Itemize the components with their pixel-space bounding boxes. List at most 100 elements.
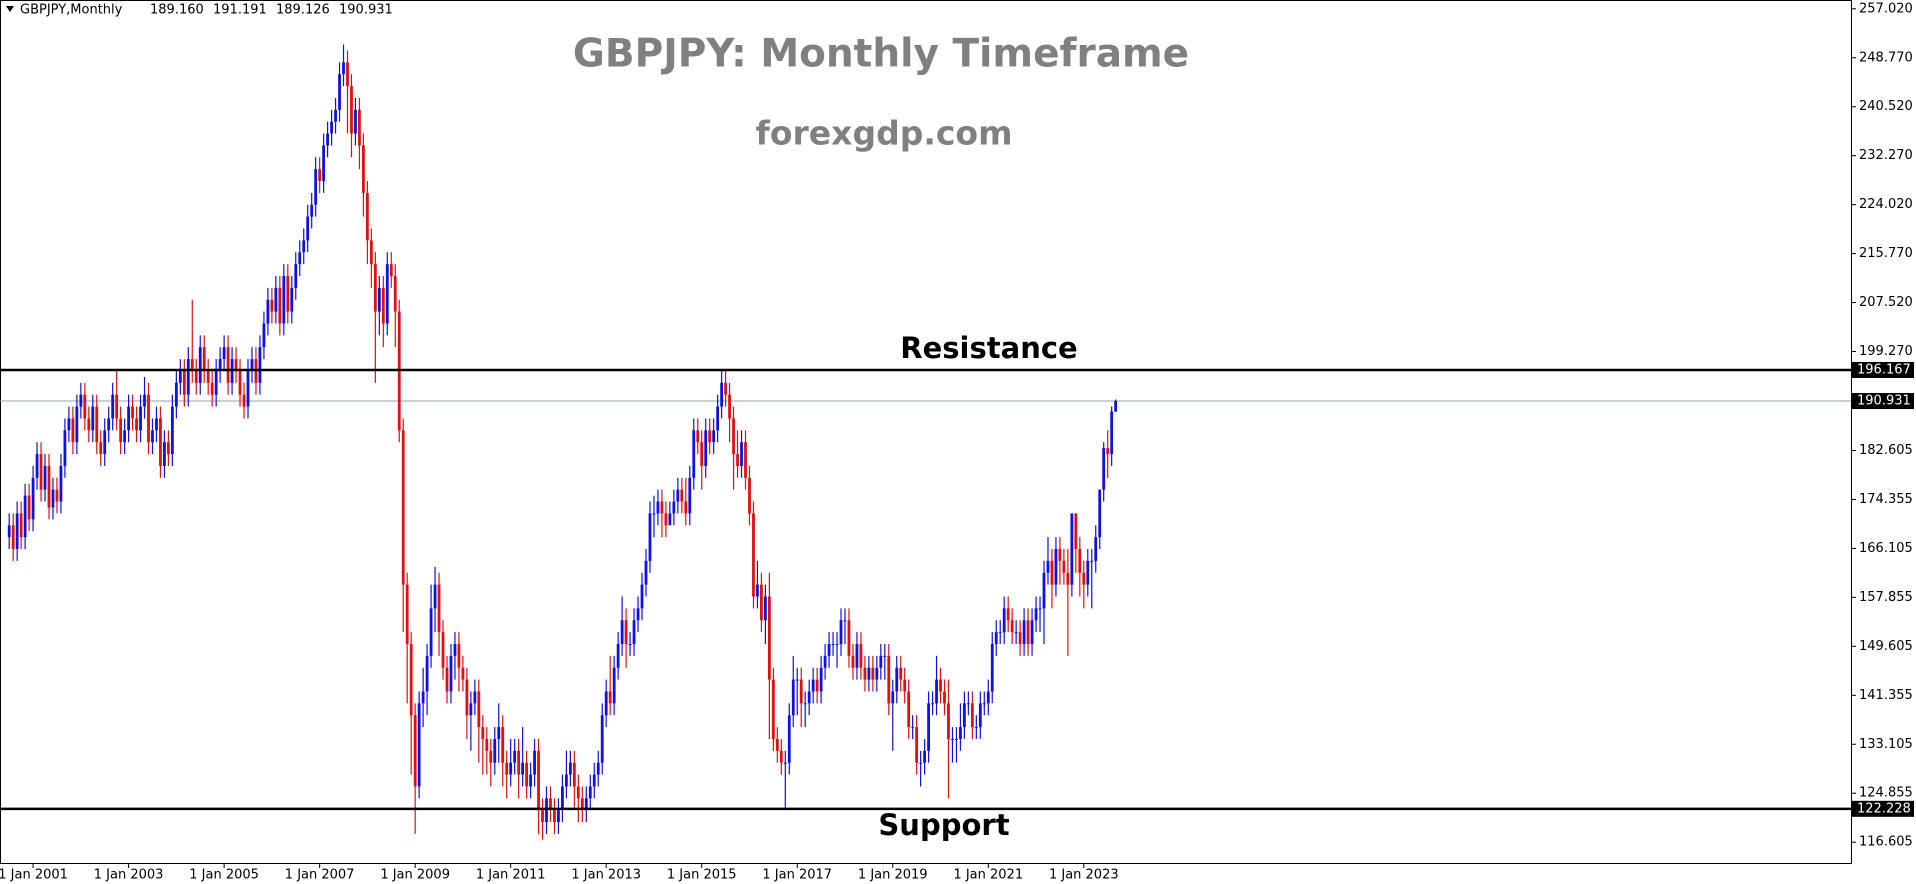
quote-value: 191.191 (213, 3, 267, 18)
candle-body (401, 430, 405, 585)
candle-body (135, 418, 138, 431)
candle-body (580, 798, 584, 811)
candle-body (664, 513, 668, 526)
y-tick-label: 141.355 (1859, 688, 1913, 703)
candle-body (111, 394, 115, 419)
x-tick-label: 1 Jan 2015 (667, 868, 737, 883)
candle-body (600, 715, 604, 763)
candle-body (696, 430, 700, 443)
candle-body (708, 430, 712, 443)
candle-body (1014, 632, 1018, 634)
candle-body (672, 501, 676, 514)
candle-body (302, 240, 306, 253)
candle-body (1094, 537, 1098, 561)
candle-body (688, 477, 692, 514)
candle-body (855, 643, 859, 668)
candle-body (505, 762, 509, 775)
candle-body (47, 465, 51, 508)
candle-body (7, 525, 11, 538)
candle-body (748, 477, 751, 514)
candle-body (760, 584, 763, 621)
candle-body (354, 109, 357, 134)
candle-body (461, 667, 465, 680)
candle-body (923, 750, 926, 763)
plot-frame (0, 0, 1852, 864)
candle-body (935, 679, 938, 704)
price-tag (1852, 393, 1914, 410)
level-name: Support (878, 808, 1009, 842)
y-tick-label: 232.270 (1859, 148, 1913, 163)
candle-body (159, 418, 162, 466)
candle-body (1026, 620, 1030, 644)
candle-body (405, 584, 409, 644)
candle-body (242, 394, 246, 407)
y-tick-label: 166.105 (1859, 541, 1913, 556)
candle-body (369, 240, 373, 265)
candle-body (1034, 608, 1038, 621)
candle-body (493, 738, 497, 763)
candle-body (628, 643, 632, 645)
candle-body (608, 691, 612, 704)
candle-body (927, 703, 930, 751)
candle-body (736, 454, 739, 466)
candle-body (871, 667, 875, 680)
candle-body (815, 679, 819, 692)
candle-body (123, 430, 127, 443)
candle-body (994, 632, 998, 644)
candle-body (67, 418, 71, 431)
candle-body (648, 513, 652, 561)
candle-body (811, 679, 815, 692)
candle-body (95, 406, 99, 443)
candle-body (509, 762, 513, 775)
header-triangle (6, 6, 14, 12)
candle-body (1054, 549, 1058, 585)
candle-body (604, 691, 608, 716)
candle-body (911, 727, 915, 729)
candle-body (75, 406, 79, 443)
candle-body (278, 287, 282, 324)
candle-body (863, 667, 867, 680)
x-tick-label: 1 Jan 2003 (94, 868, 164, 883)
candle-body (565, 774, 568, 787)
y-tick-label: 157.855 (1859, 590, 1913, 605)
candle-body (290, 287, 294, 312)
candle-body (1106, 448, 1110, 455)
candle-body (1066, 572, 1070, 585)
candle-body (473, 691, 477, 704)
candle-body (525, 762, 528, 787)
candle-body (59, 465, 63, 502)
candle-body (310, 204, 314, 217)
candle-body (915, 727, 919, 763)
candle-body (445, 667, 449, 692)
candle-body (318, 169, 322, 182)
candle-body (409, 643, 413, 716)
candle-body (1086, 560, 1090, 585)
candle-body (27, 495, 31, 520)
candle-body (620, 620, 624, 644)
candle-body (624, 620, 628, 644)
candle-body (155, 418, 158, 431)
candle-body (131, 406, 134, 419)
y-tick-label: 215.770 (1859, 246, 1913, 261)
candle-body (561, 786, 564, 811)
candle-body (421, 691, 425, 704)
candle-body (1098, 489, 1102, 538)
candle-body (907, 691, 911, 728)
candle-body (652, 513, 656, 515)
candle-body (819, 667, 823, 692)
candle-body (895, 667, 899, 692)
candle-body (899, 667, 903, 680)
candle-body (190, 359, 194, 371)
candle-body (497, 727, 501, 739)
candle-body (469, 703, 473, 716)
candle-body (393, 275, 397, 312)
candle-body (553, 810, 556, 823)
candle-body (541, 810, 544, 823)
candle-body (377, 287, 381, 312)
candle-body (513, 750, 517, 763)
candle-body (795, 679, 799, 681)
candle-body (592, 774, 596, 787)
candle-body (294, 264, 298, 288)
candle-body (167, 442, 170, 455)
symbol-label: GBPJPY,Monthly (20, 3, 123, 18)
